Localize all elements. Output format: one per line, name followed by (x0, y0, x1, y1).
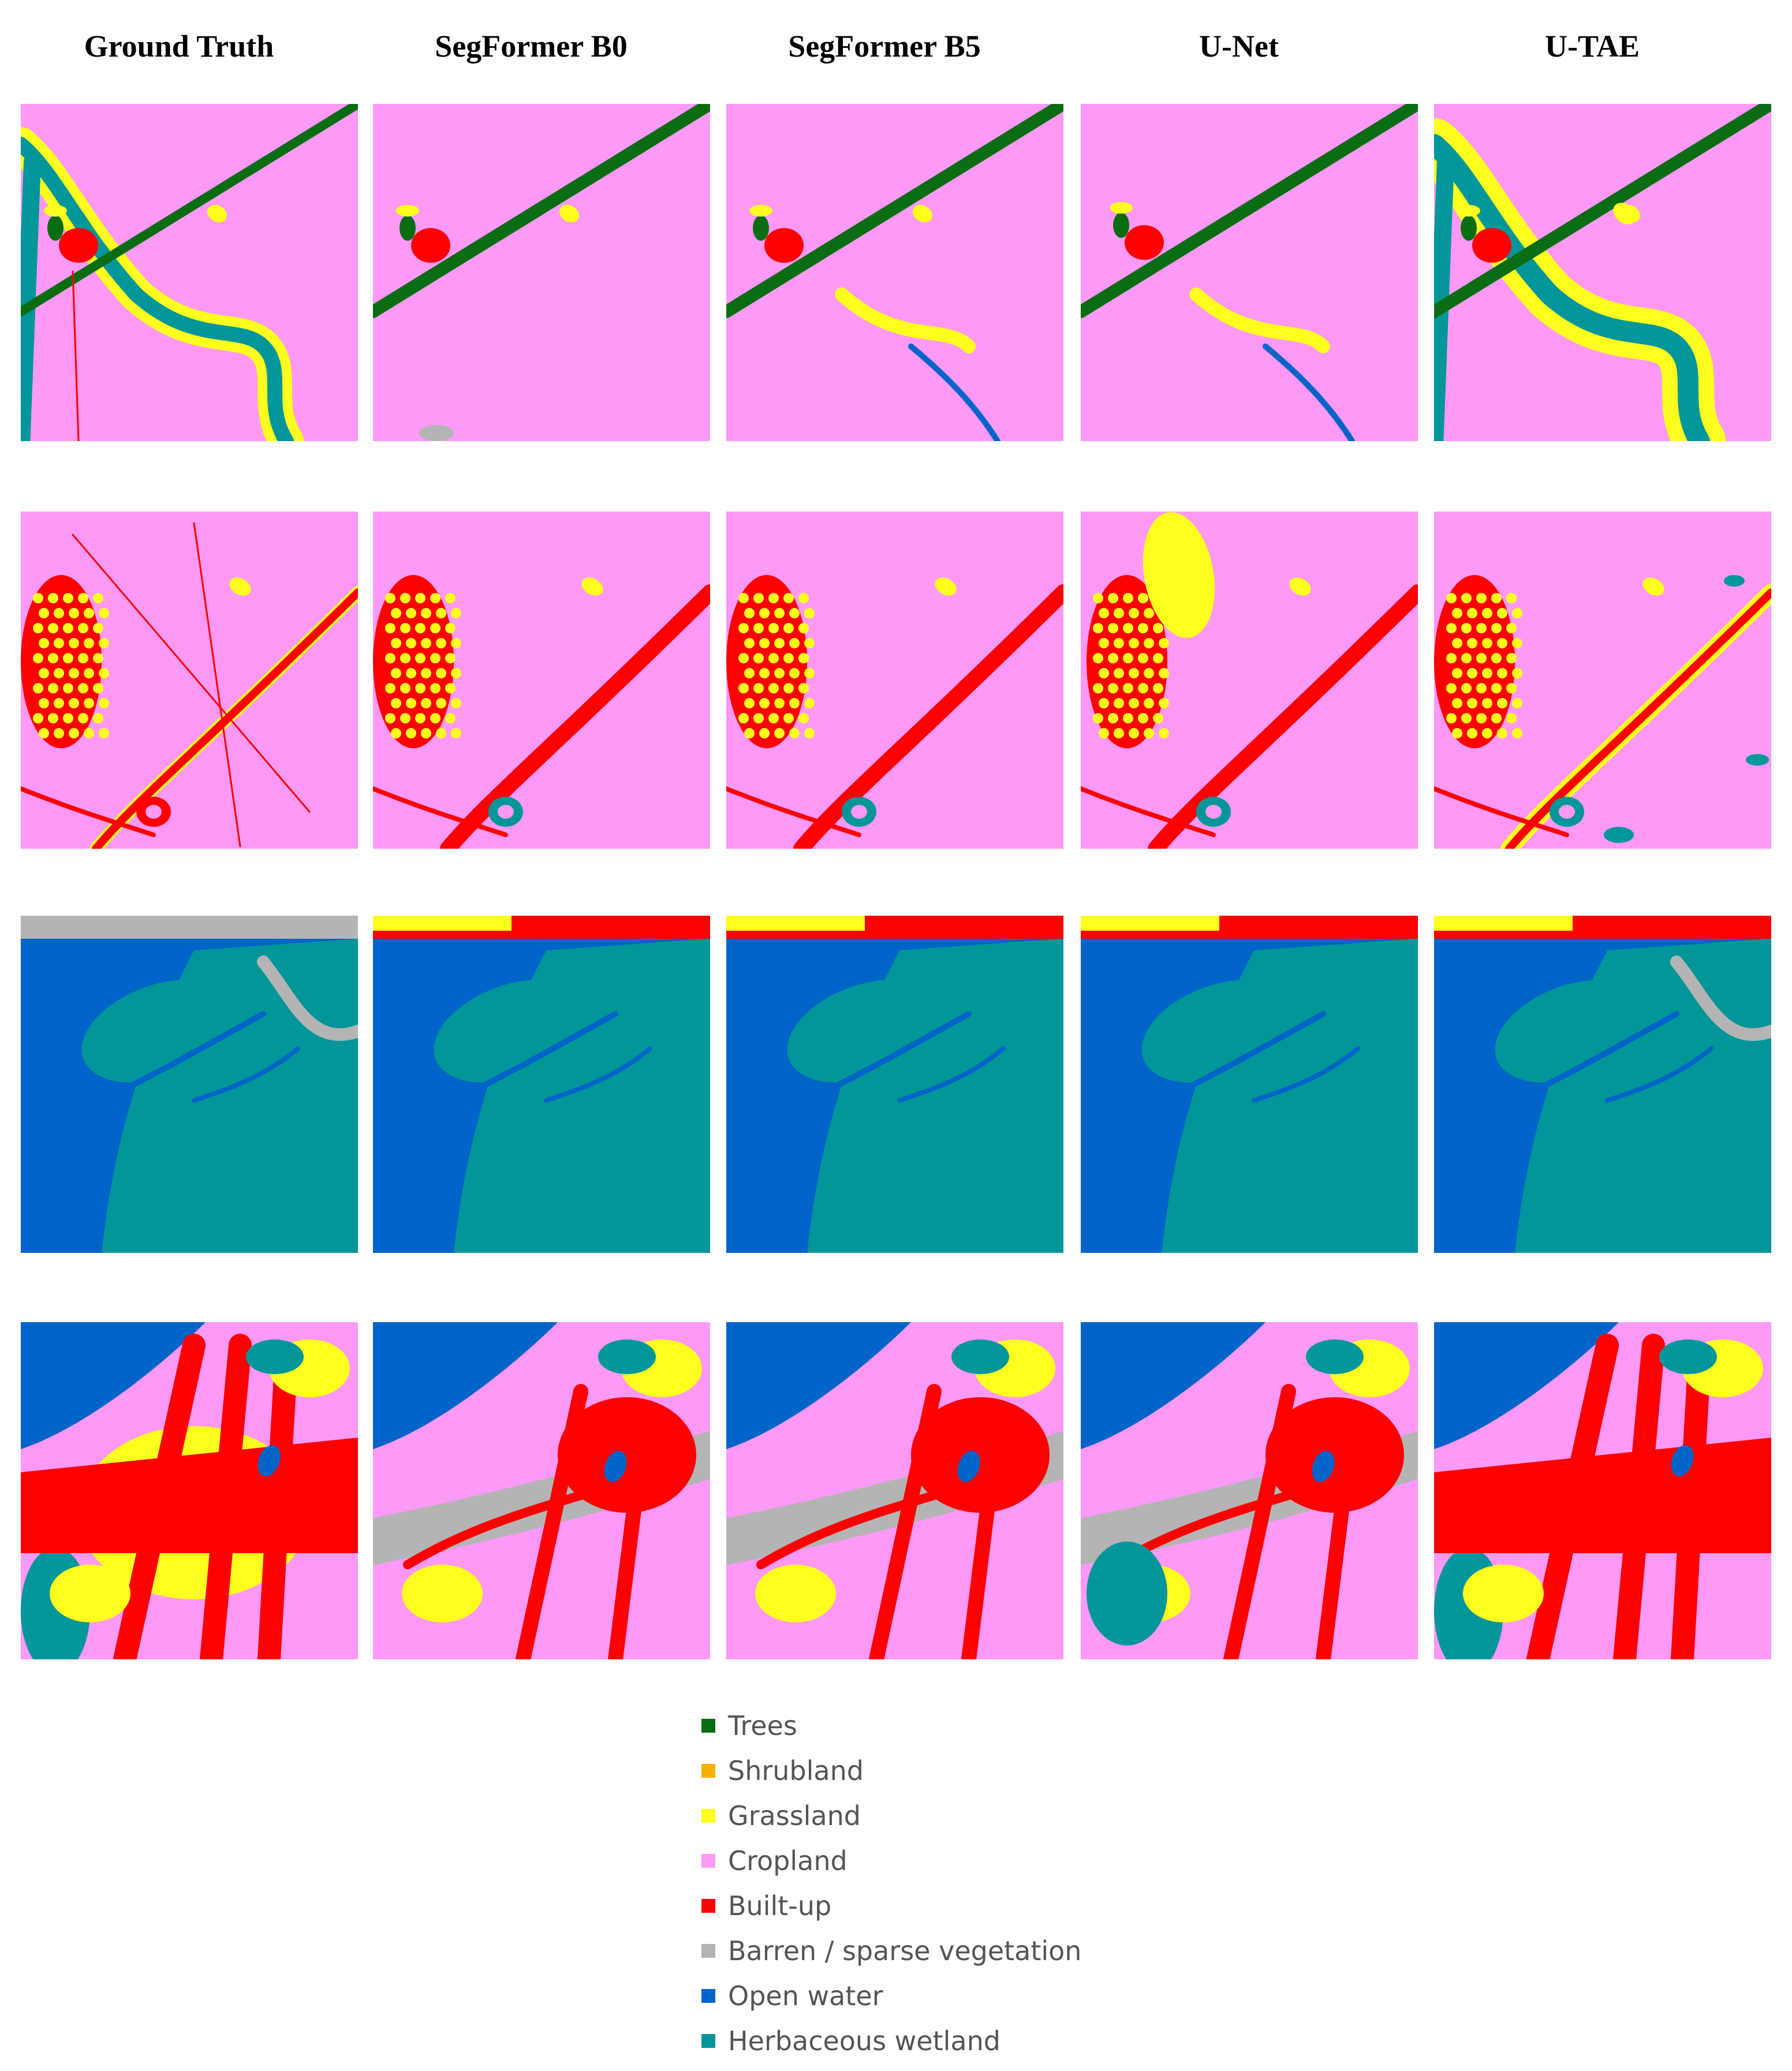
legend-swatch (701, 1944, 715, 1958)
segmentation-map-segformer-b0-row-3 (373, 916, 710, 1253)
segmentation-map-u-tae-row-4 (1434, 1322, 1771, 1659)
legend-label: Built-up (728, 1890, 832, 1921)
legend-label: Barren / sparse vegetation (728, 1935, 1082, 1966)
legend-item-shrubland: Shrubland (701, 1748, 1221, 1793)
legend-swatch (701, 1809, 715, 1823)
legend-swatch (701, 1899, 715, 1913)
legend-item-open-water: Open water (701, 1973, 1221, 2018)
column-header-segformer-b0: SegFormer B0 (435, 29, 628, 64)
legend-swatch (701, 2034, 715, 2048)
segmentation-map-u-net-row-3 (1081, 916, 1418, 1253)
segmentation-map-segformer-b0-row-2 (373, 512, 710, 849)
legend-label: Open water (728, 1980, 883, 2012)
legend-item-barren: Barren / sparse vegetation (701, 1928, 1221, 1973)
segmentation-map-u-tae-row-1 (1434, 104, 1771, 441)
column-header-ground-truth: Ground Truth (84, 29, 274, 64)
legend-swatch (701, 1989, 715, 2003)
segmentation-map-segformer-b0-row-1 (373, 104, 710, 441)
segmentation-map-u-net-row-2 (1081, 512, 1418, 849)
legend-item-trees: Trees (701, 1703, 1221, 1748)
column-header-segformer-b5: SegFormer B5 (788, 29, 981, 64)
segmentation-map-ground-truth-row-3 (21, 916, 358, 1253)
segmentation-map-segformer-b0-row-4 (373, 1322, 710, 1659)
column-header-u-tae: U-TAE (1544, 29, 1640, 64)
legend-swatch (701, 1854, 715, 1868)
legend-label: Trees (728, 1710, 797, 1741)
legend-item-herbaceous-wetland: Herbaceous wetland (701, 2018, 1221, 2063)
legend-label: Herbaceous wetland (728, 2025, 1000, 2057)
segmentation-map-ground-truth-row-4 (21, 1322, 358, 1659)
segmentation-map-segformer-b5-row-1 (726, 104, 1063, 441)
legend-item-cropland: Cropland (701, 1838, 1221, 1883)
segmentation-map-ground-truth-row-2 (21, 512, 358, 849)
legend-label: Grassland (728, 1800, 861, 1831)
legend-item-built-up: Built-up (701, 1883, 1221, 1928)
legend-swatch (701, 1764, 715, 1778)
segmentation-map-segformer-b5-row-2 (726, 512, 1063, 849)
segmentation-map-u-net-row-1 (1081, 104, 1418, 441)
segmentation-map-segformer-b5-row-4 (726, 1322, 1063, 1659)
legend: Trees Shrubland Grassland Cropland Built… (701, 1703, 1221, 2063)
segmentation-map-u-net-row-4 (1081, 1322, 1418, 1659)
column-header-u-net: U-Net (1199, 29, 1279, 64)
segmentation-map-segformer-b5-row-3 (726, 916, 1063, 1253)
legend-label: Cropland (728, 1845, 848, 1876)
segmentation-map-u-tae-row-2 (1434, 512, 1771, 849)
segmentation-map-u-tae-row-3 (1434, 916, 1771, 1253)
segmentation-map-ground-truth-row-1 (21, 104, 358, 441)
legend-label: Shrubland (728, 1755, 864, 1786)
legend-item-grassland: Grassland (701, 1793, 1221, 1838)
legend-swatch (701, 1719, 715, 1733)
